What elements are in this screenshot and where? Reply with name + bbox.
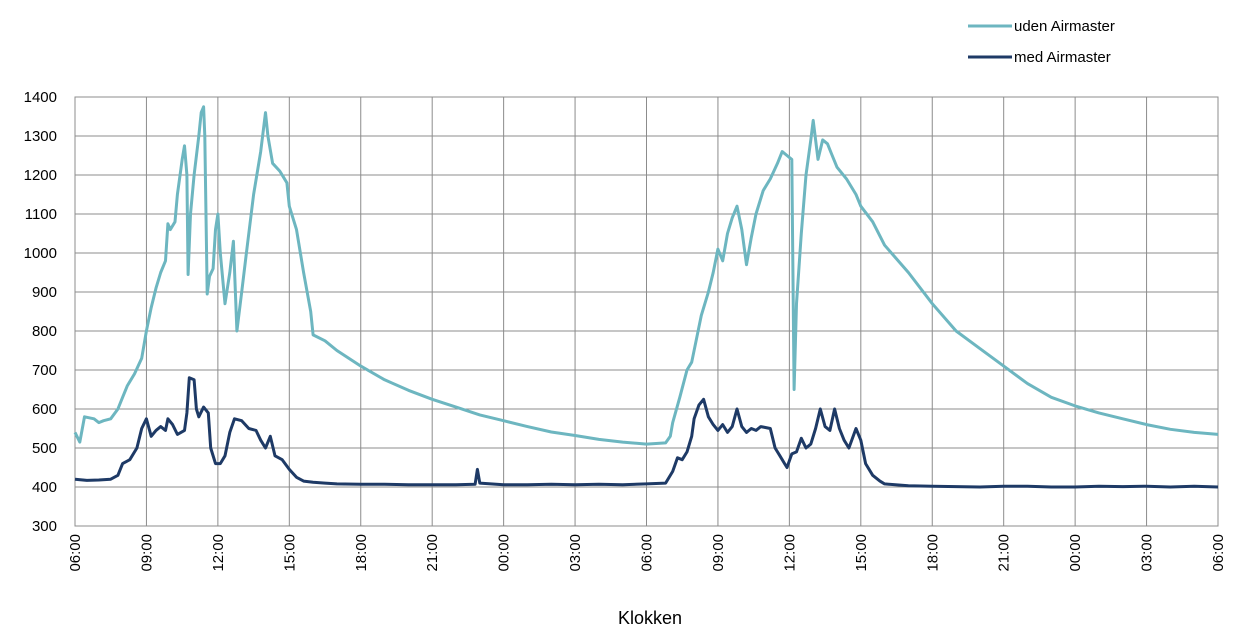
y-tick-label: 1400 (24, 89, 57, 106)
x-tick-label: 06:00 (1210, 534, 1227, 572)
chart-grid (74, 96, 1219, 527)
x-tick-label: 12:00 (781, 534, 798, 572)
x-tick-label: 00:00 (1067, 534, 1084, 572)
x-tick-label: 15:00 (281, 534, 298, 572)
x-tick-label: 18:00 (353, 534, 370, 572)
x-tick-label: 06:00 (639, 534, 656, 572)
x-axis-label: Klokken (618, 608, 682, 628)
y-tick-label: 300 (32, 518, 57, 535)
y-tick-label: 900 (32, 284, 57, 301)
y-axis-ticks: 300 400 500 600 700 800 900 1000 1100 1200 1300 140… (24, 89, 57, 535)
y-tick-label: 500 (32, 440, 57, 457)
series-line-uden-airmaster (73, 105, 1219, 446)
legend-label: uden Airmaster (1014, 18, 1115, 35)
y-tick-label: 1200 (24, 167, 57, 184)
y-tick-label: 1100 (25, 206, 57, 223)
x-tick-label: 12:00 (210, 534, 227, 572)
x-tick-label: 03:00 (567, 534, 584, 572)
x-axis-ticks: 06:00 09:00 12:00 15:00 18:00 21:00 00:00 03:00… (67, 534, 1227, 572)
y-tick-label: 1000 (24, 245, 57, 262)
x-tick-label: 09:00 (138, 534, 155, 572)
x-tick-label: 21:00 (424, 534, 441, 572)
chart-series (73, 105, 1219, 489)
x-tick-label: 15:00 (853, 534, 870, 572)
x-tick-label: 03:00 (1139, 534, 1156, 572)
x-tick-label: 18:00 (924, 534, 941, 572)
x-tick-label: 09:00 (710, 534, 727, 572)
y-tick-label: 700 (32, 362, 57, 379)
series-line-med-airmaster (74, 376, 1219, 489)
y-tick-label: 600 (32, 401, 57, 418)
x-tick-label: 06:00 (67, 534, 84, 572)
x-tick-label: 00:00 (496, 534, 513, 572)
legend-label: med Airmaster (1014, 49, 1111, 66)
chart-legend: uden Airmaster med Airmaster (968, 18, 1115, 66)
x-tick-label: 21:00 (996, 534, 1013, 572)
y-tick-label: 400 (32, 479, 57, 496)
plot-frame (74, 96, 1219, 527)
y-tick-label: 1300 (24, 128, 57, 145)
y-tick-label: 800 (32, 323, 57, 340)
